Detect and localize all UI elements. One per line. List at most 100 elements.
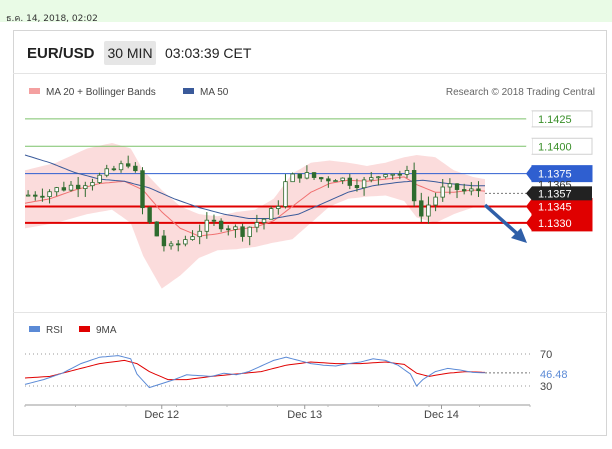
rsi-ma-legend-label: 9MA	[96, 325, 117, 336]
rsi-divider	[13, 312, 607, 313]
candle-body	[419, 200, 424, 217]
price-tag-text-1.1425: 1.1425	[538, 114, 572, 126]
candle-body	[433, 196, 438, 206]
rsi-legend-swatch	[29, 326, 40, 332]
candle-body	[111, 168, 117, 171]
candle-body	[340, 177, 345, 181]
candle-body	[319, 177, 324, 180]
rsi-line	[24, 355, 486, 389]
candle-body	[68, 184, 74, 191]
candle-body	[154, 221, 159, 237]
price-tag-pointer-1.1425	[526, 110, 532, 127]
candle-body	[75, 184, 81, 189]
current-price-text: 1.1357	[538, 188, 572, 200]
candle-body	[54, 187, 59, 193]
candle-body	[247, 226, 252, 237]
datetime-bar: ธ.ค. 14, 2018, 02:02	[0, 0, 612, 24]
chart-panel	[13, 30, 607, 436]
candle-body	[397, 173, 403, 176]
candle-body	[197, 230, 202, 238]
candle-body	[440, 186, 445, 198]
candle-body	[311, 172, 317, 178]
bollinger-band	[25, 143, 485, 289]
candle-body	[361, 179, 367, 189]
candle-body	[404, 170, 410, 175]
ma50-legend-swatch	[183, 88, 194, 94]
candle-body	[211, 219, 217, 222]
candle-body	[390, 173, 395, 176]
candle-body	[461, 189, 467, 192]
rsi-ma-line	[24, 359, 486, 381]
candle-body	[297, 173, 302, 179]
candle-body	[33, 194, 38, 197]
price-tag-text-1.1400: 1.1400	[538, 141, 572, 153]
x-tick-label: Dec 13	[287, 409, 322, 421]
current-price-tag	[532, 186, 592, 201]
candle-body	[233, 226, 238, 230]
ma20-legend-swatch	[29, 88, 40, 94]
candle-body	[476, 188, 481, 192]
candle-body	[383, 174, 388, 178]
candle-body	[290, 173, 295, 183]
ma20-legend-label: MA 20 + Bollinger Bands	[46, 87, 156, 98]
candle-body	[104, 168, 109, 176]
candle-body	[261, 218, 267, 223]
time-label: 03:03:39 CET	[165, 45, 252, 61]
rsi-legend-label: RSI	[46, 325, 63, 336]
candle-body	[411, 170, 417, 202]
candle-body	[376, 176, 381, 179]
candle-body	[183, 239, 188, 245]
candle-body	[40, 195, 45, 198]
header-divider	[13, 73, 607, 74]
ma50-legend-label: MA 50	[200, 87, 229, 98]
candle-body	[304, 172, 310, 179]
rsi-level-label-30: 30	[540, 381, 552, 393]
price-tag-text-1.1375: 1.1375	[538, 169, 572, 181]
candle-body	[168, 243, 174, 247]
timeframe-button[interactable]: 30 MIN	[104, 41, 156, 65]
symbol-label: EUR/USD	[27, 45, 95, 62]
price-tag-pointer-1.1400	[526, 138, 532, 155]
rsi-current-value: 46.48	[540, 369, 568, 381]
candle-body	[426, 204, 431, 217]
candle-body	[25, 194, 31, 197]
candle-body	[254, 222, 260, 228]
candle-body	[347, 177, 352, 186]
candle-body	[454, 183, 460, 190]
candle-body	[133, 165, 138, 172]
candle-body	[326, 178, 331, 182]
candle-body	[176, 243, 181, 246]
candle-body	[90, 182, 95, 187]
candle-body	[276, 206, 281, 209]
candle-body	[97, 174, 102, 183]
price-tag-pointer-1.1345	[526, 198, 532, 215]
x-tick-label: Dec 12	[144, 409, 179, 421]
candle-body	[47, 191, 52, 198]
projection-arrowhead	[511, 228, 527, 243]
candle-body	[369, 177, 374, 181]
candle-body	[140, 170, 145, 209]
candle-body	[125, 163, 131, 167]
price-tag-text-1.1345: 1.1345	[538, 201, 572, 213]
candle-body	[61, 187, 67, 191]
price-tag-pointer-1.1375	[526, 165, 532, 182]
x-tick-label: Dec 14	[424, 409, 459, 421]
candle-body	[83, 185, 88, 189]
candle-body	[147, 207, 152, 223]
candle-body	[118, 163, 124, 171]
price-tag-text-1.1330: 1.1330	[538, 218, 572, 230]
candle-body	[469, 188, 474, 192]
candle-body	[268, 208, 274, 220]
candle-body	[190, 236, 195, 240]
candle-body	[333, 180, 338, 182]
candle-body	[226, 228, 231, 231]
datetime-text: ธ.ค. 14, 2018, 02:02	[6, 14, 98, 24]
current-price-tag-pointer	[526, 186, 532, 201]
candle-body	[447, 183, 453, 188]
candle-body	[354, 185, 360, 189]
candle-body	[204, 219, 210, 232]
candle-body	[161, 235, 167, 247]
candle-body	[240, 226, 245, 237]
credit-label: Research © 2018 Trading Central	[446, 87, 595, 98]
